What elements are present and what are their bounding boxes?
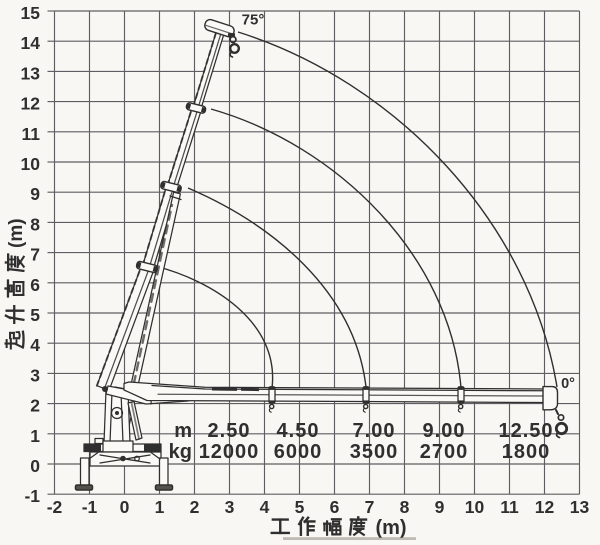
svg-text:8: 8: [30, 214, 40, 234]
svg-text:2.50: 2.50: [208, 420, 251, 442]
svg-text:13: 13: [570, 497, 590, 517]
svg-text:2700: 2700: [420, 441, 469, 463]
svg-text:0°: 0°: [561, 376, 575, 392]
svg-text:6: 6: [30, 275, 40, 295]
svg-text:9: 9: [435, 497, 445, 517]
svg-text:12.50: 12.50: [498, 420, 553, 442]
svg-text:4: 4: [30, 335, 40, 355]
svg-text:0: 0: [120, 497, 130, 517]
svg-text:m: m: [174, 420, 192, 442]
svg-text:(m): (m): [375, 517, 406, 539]
svg-text:-1: -1: [82, 497, 98, 517]
svg-text:12000: 12000: [199, 441, 260, 463]
svg-text:0: 0: [30, 456, 40, 476]
svg-text:-1: -1: [24, 486, 40, 506]
svg-text:2: 2: [30, 396, 40, 416]
svg-text:4: 4: [260, 497, 270, 517]
svg-text:(m): (m): [6, 218, 27, 248]
svg-text:10: 10: [465, 497, 485, 517]
svg-text:6: 6: [330, 497, 340, 517]
svg-text:15: 15: [21, 3, 41, 23]
svg-text:11: 11: [500, 497, 519, 517]
svg-text:2: 2: [190, 497, 200, 517]
svg-text:9: 9: [30, 184, 40, 204]
svg-text:10: 10: [21, 154, 41, 174]
svg-text:kg: kg: [169, 441, 192, 463]
svg-text:7: 7: [365, 497, 375, 517]
svg-text:1800: 1800: [502, 441, 551, 463]
svg-text:13: 13: [21, 63, 41, 83]
svg-text:9.00: 9.00: [423, 420, 466, 442]
svg-text:11: 11: [22, 124, 41, 144]
svg-text:3: 3: [30, 365, 40, 385]
svg-text:12: 12: [535, 497, 555, 517]
svg-text:-2: -2: [47, 497, 63, 517]
svg-text:7.00: 7.00: [353, 420, 396, 442]
svg-text:3500: 3500: [350, 441, 399, 463]
svg-text:12: 12: [21, 94, 41, 114]
svg-text:5: 5: [295, 497, 305, 517]
svg-text:5: 5: [30, 305, 40, 325]
svg-text:7: 7: [30, 245, 40, 265]
svg-text:75°: 75°: [242, 12, 265, 29]
svg-text:3: 3: [225, 497, 235, 517]
svg-text:1: 1: [30, 426, 40, 446]
svg-text:6000: 6000: [274, 441, 323, 463]
svg-text:14: 14: [21, 33, 41, 53]
svg-text:1: 1: [155, 497, 165, 517]
svg-text:8: 8: [400, 497, 410, 517]
svg-text:4.50: 4.50: [277, 420, 320, 442]
